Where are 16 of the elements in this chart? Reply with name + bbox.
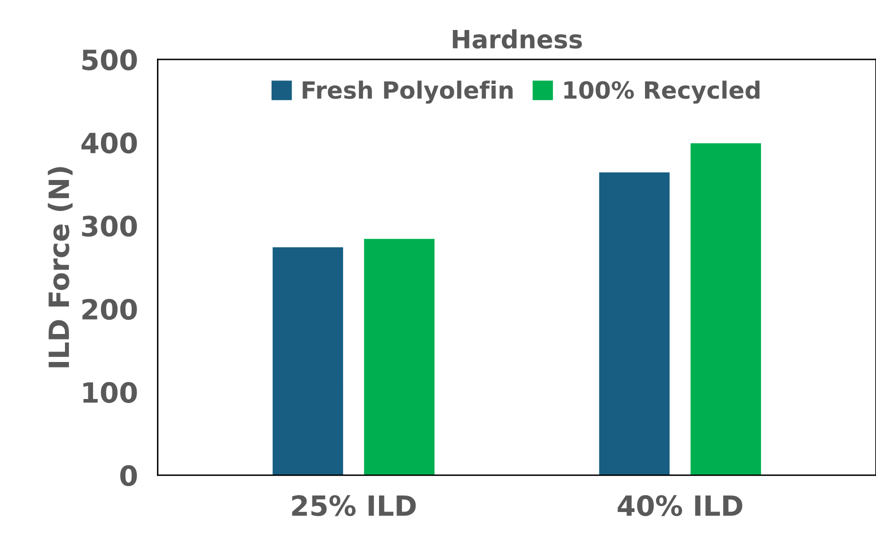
y-tick-label: 400 — [82, 132, 137, 154]
y-axis-title: ILD Force (N) — [48, 167, 73, 368]
bar — [689, 142, 762, 476]
x-tick-label: 25% ILD — [292, 495, 416, 516]
bar — [362, 238, 436, 476]
y-tick-label: 300 — [82, 216, 137, 237]
legend-label: 100% Recycled — [564, 80, 760, 104]
bar — [271, 246, 344, 476]
x-tick-label: 40% ILD — [618, 495, 742, 516]
y-tick-label: 100 — [83, 382, 137, 403]
y-tick-label: 200 — [82, 298, 137, 320]
y-tick-label: 500 — [82, 49, 137, 70]
bar — [598, 170, 671, 476]
legend-label: Fresh Polyolefin — [302, 80, 513, 104]
y-tick-label: 0 — [120, 465, 137, 486]
chart-title: Hardness — [452, 29, 582, 49]
